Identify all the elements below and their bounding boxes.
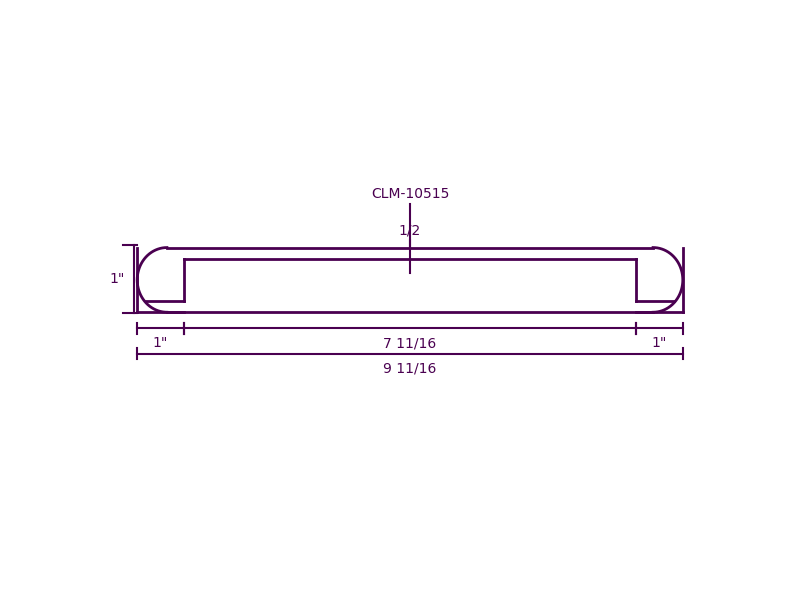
Text: 1": 1" (652, 336, 667, 350)
Text: 1": 1" (153, 336, 168, 350)
Text: CLM-10515: CLM-10515 (371, 187, 449, 202)
Text: 7 11/16: 7 11/16 (383, 336, 437, 350)
Text: 9 11/16: 9 11/16 (383, 362, 437, 376)
Text: 1": 1" (109, 272, 125, 286)
Text: 1/2: 1/2 (399, 223, 421, 238)
